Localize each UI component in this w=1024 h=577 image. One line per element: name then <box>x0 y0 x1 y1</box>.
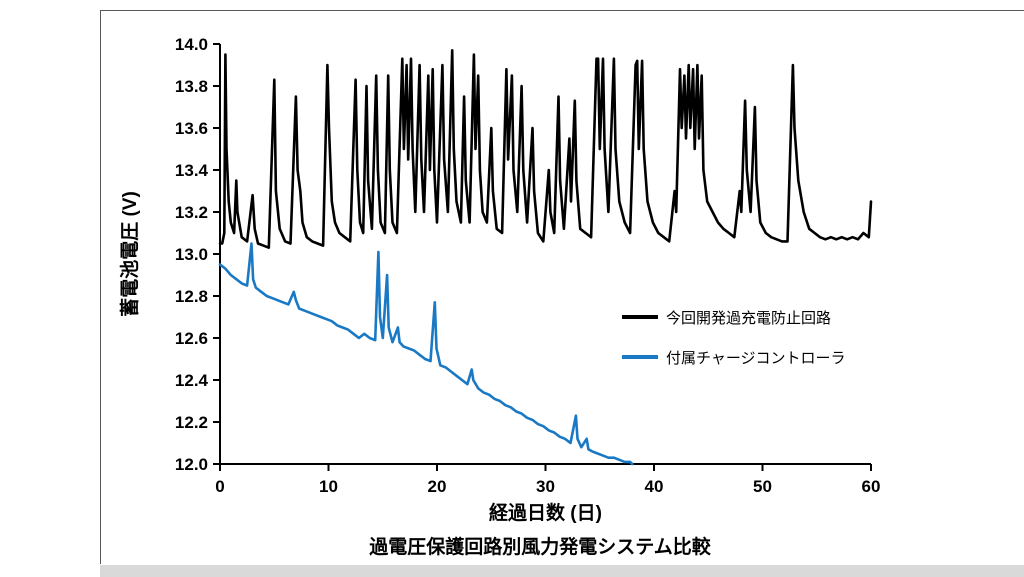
y-tick-label: 13.4 <box>175 161 209 180</box>
x-tick-label: 40 <box>645 477 664 496</box>
chart-plot: 12.0 12.2 12.4 12.6 12.8 13.0 13.2 13.4 13.6 13.8… <box>175 35 881 496</box>
y-tick-label: 12.0 <box>175 455 208 474</box>
legend-item: 付属チャージコントローラ <box>622 337 846 377</box>
y-tick-label: 12.2 <box>175 413 208 432</box>
y-tick-label: 13.2 <box>175 203 208 222</box>
legend-line-swatch-black <box>622 315 658 319</box>
y-tick-label: 12.8 <box>175 287 208 306</box>
y-axis-title: 蓄電池電圧 (V) <box>120 191 141 317</box>
legend-line-swatch-blue <box>622 355 658 359</box>
y-tick-label: 13.8 <box>175 77 208 96</box>
series-line-1 <box>218 242 634 466</box>
window-bottom-bar <box>100 565 1024 577</box>
x-tick-label: 20 <box>428 477 447 496</box>
series-line-0 <box>218 48 873 249</box>
chart-title: 過電圧保護回路別風力発電システム比較 <box>369 537 711 558</box>
x-tick-label: 50 <box>753 477 772 496</box>
legend-item: 今回開発過充電防止回路 <box>622 297 846 337</box>
x-tick-label: 30 <box>536 477 555 496</box>
x-tick-label: 10 <box>319 477 338 496</box>
y-tick-label: 12.4 <box>175 371 209 390</box>
y-tick-label: 13.0 <box>175 245 208 264</box>
chart-object-border <box>100 10 1024 564</box>
x-tick-label: 0 <box>215 477 224 496</box>
y-tick-label: 14.0 <box>175 35 208 54</box>
y-tick-label: 13.6 <box>175 119 208 138</box>
axes <box>219 44 871 465</box>
legend-label: 今回開発過充電防止回路 <box>666 309 832 327</box>
y-tick-label: 12.6 <box>175 329 208 348</box>
x-axis-title: 経過日数 (日) <box>489 503 602 524</box>
legend-label: 付属チャージコントローラ <box>666 349 846 367</box>
legend: 今回開発過充電防止回路 付属チャージコントローラ <box>622 297 846 377</box>
x-tick-label: 60 <box>862 477 881 496</box>
